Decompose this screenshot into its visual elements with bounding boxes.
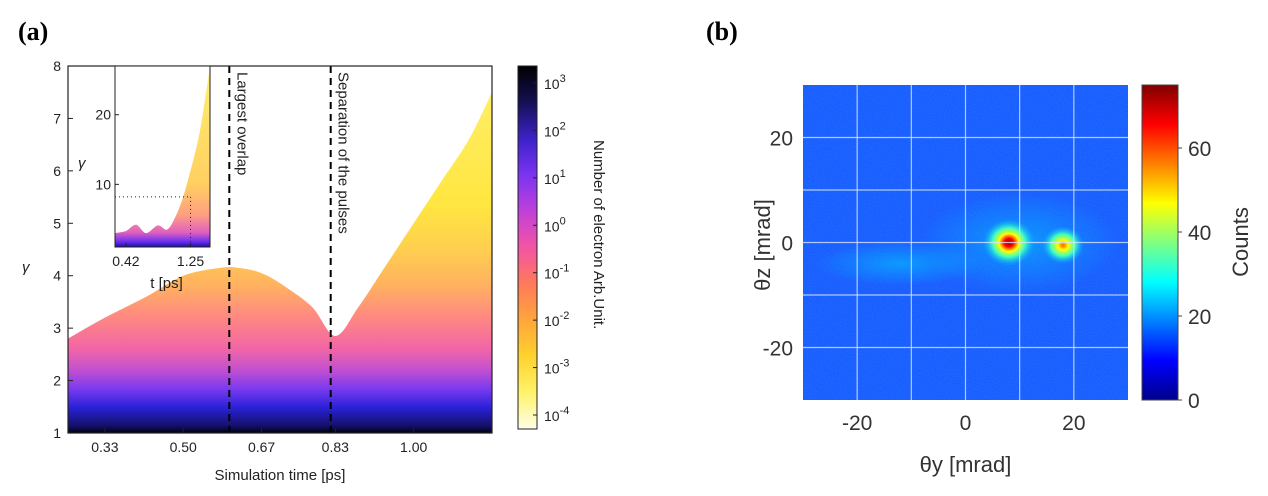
panel-a-x-axis-label: Simulation time [ps]: [215, 467, 346, 484]
tick-exponent: 0: [560, 215, 566, 227]
tick-exponent: 2: [560, 120, 566, 132]
panel-b-grid: [803, 85, 1128, 400]
tick-base: 10: [544, 361, 560, 377]
inset-y-tick-label: 20: [95, 107, 111, 123]
tick-base: 10: [544, 218, 560, 234]
tick-base: 10: [544, 266, 560, 282]
inset-distribution: [115, 66, 210, 247]
tick-exponent: 3: [560, 73, 566, 85]
panel-b-colorbar-label: Counts: [1228, 207, 1253, 277]
x-tick-label: 0.33: [91, 439, 118, 455]
panel-a-distribution: [68, 92, 492, 433]
panel-a-frame: [67, 65, 493, 434]
panel-b-x-axis-label: θy [mrad]: [920, 452, 1012, 477]
colorbar-tick-label: 0: [1188, 390, 1200, 413]
tick-base: 10: [544, 123, 560, 139]
y-tick-label: 2: [53, 373, 61, 389]
panel-b: 20 0 -20 -20 0 20 θz [mrad] θy [mrad] 0 20 40 6…: [750, 84, 1253, 477]
inset-x-tick-label: 1.25: [177, 253, 204, 269]
colorbar-tick-label: 10-3: [544, 358, 569, 377]
colorbar-tick-label: 100: [544, 215, 566, 234]
panel-b-haze-band: [815, 241, 986, 286]
hotspot: [1042, 226, 1084, 265]
panel-a-label: (a): [18, 17, 48, 46]
tick-exponent: -3: [560, 358, 570, 370]
tick-base: 10: [544, 171, 560, 187]
panel-b-y-axis-label: θz [mrad]: [750, 199, 775, 291]
y-tick-label: 1: [53, 425, 61, 441]
panel-a: 1 2 3 4 5 6 7 8 0.33 0.50 0.67 0.83 1.00 Largest ov…: [22, 58, 607, 484]
x-tick-label: 0.50: [170, 439, 197, 455]
y-tick-label: 20: [770, 128, 793, 151]
panel-a-colorbar: [517, 65, 538, 430]
panel-a-annotations: Largest overlap Separation of the pulses: [228, 66, 352, 433]
y-tick-label: 7: [53, 110, 61, 126]
x-tick-label: 0: [960, 412, 972, 435]
panel-a-colorbar-label: Number of electron Arb.Unit.: [590, 140, 607, 329]
annotation-label: Largest overlap: [233, 72, 250, 175]
y-tick-label: 8: [53, 58, 61, 74]
y-tick-label: -20: [763, 338, 793, 361]
panel-a-y-axis-label: γ: [22, 259, 31, 276]
y-tick-label: 6: [53, 163, 61, 179]
panel-b-y-ticks: 20 0 -20: [763, 128, 793, 361]
inset-frame: [114, 65, 211, 248]
panel-b-colorbar: [1141, 84, 1179, 401]
panel-a-y-ticks: 1 2 3 4 5 6 7 8: [53, 58, 73, 441]
y-tick-label: 5: [53, 215, 61, 231]
x-tick-label: 20: [1062, 412, 1085, 435]
colorbar-tick-label: 10-1: [544, 263, 569, 282]
colorbar-tick-label: 60: [1188, 138, 1211, 161]
y-tick-label: 3: [53, 320, 61, 336]
tick-exponent: -2: [560, 310, 570, 322]
x-tick-label: 1.00: [400, 439, 427, 455]
panel-b-label: (b): [706, 17, 738, 46]
inset-x-ticks: 0.42 1.25: [112, 243, 204, 269]
panel-b-colorbar-ticks: 0 20 40 60: [1178, 138, 1211, 413]
inset-x-tick-label: 0.42: [112, 253, 139, 269]
inset-x-axis-label: t [ps]: [150, 275, 183, 292]
inset-y-axis-label: γ: [78, 155, 87, 172]
tick-exponent: -1: [560, 263, 570, 275]
annotation-label: Separation of the pulses: [335, 72, 352, 234]
tick-base: 10: [544, 313, 560, 329]
inset-dotted-marker: [115, 196, 192, 247]
colorbar-tick-label: 102: [544, 120, 566, 139]
tick-exponent: 1: [560, 168, 566, 180]
y-tick-label: 4: [53, 268, 61, 284]
panel-a-x-ticks: 0.33 0.50 0.67 0.83 1.00: [91, 428, 427, 455]
inset-y-tick-label: 10: [95, 176, 111, 192]
y-tick-label: 0: [781, 233, 793, 256]
colorbar-tick-label: 101: [544, 168, 566, 187]
tick-base: 10: [544, 408, 560, 424]
tick-exponent: -4: [560, 405, 570, 417]
colorbar-tick-label: 10-4: [544, 405, 569, 424]
x-tick-label: 0.67: [248, 439, 275, 455]
panel-b-x-ticks: -20 0 20: [842, 412, 1086, 435]
colorbar-tick-label: 10-2: [544, 310, 569, 329]
panel-a-inset: 10 20 0.42 1.25 γ t [ps]: [78, 65, 211, 292]
colorbar-tick-label: 20: [1188, 306, 1211, 329]
colorbar-tick-label: 40: [1188, 222, 1211, 245]
colorbar-tick-label: 103: [544, 73, 566, 92]
x-tick-label: 0.83: [322, 439, 349, 455]
inset-y-ticks: 10 20: [95, 107, 119, 192]
tick-base: 10: [544, 76, 560, 92]
x-tick-label: -20: [842, 412, 872, 435]
